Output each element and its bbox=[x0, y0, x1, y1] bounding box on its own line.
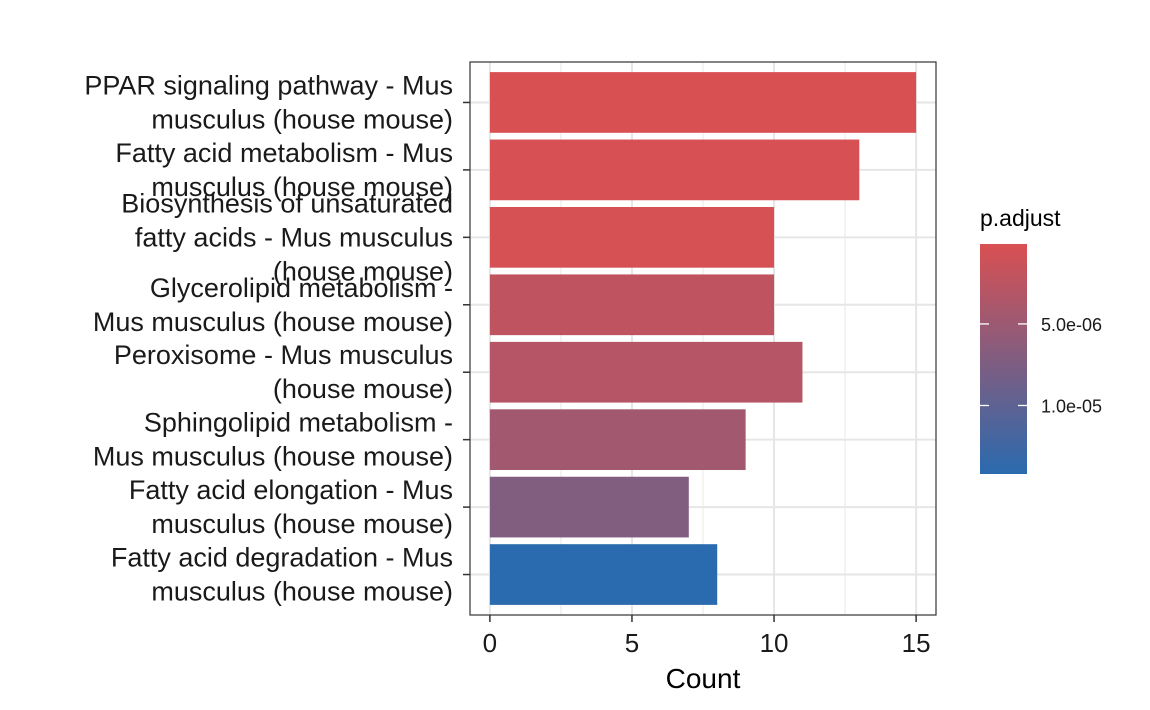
category-label: Fatty acid elongation - Mus musculus (hou… bbox=[129, 475, 453, 539]
category-label: Sphingolipid metabolism -Mus musculus (h… bbox=[93, 408, 453, 472]
x-tick-label: 0 bbox=[483, 628, 497, 658]
bar bbox=[489, 72, 917, 133]
plot-panel-border bbox=[469, 61, 937, 616]
bar bbox=[489, 544, 718, 605]
category-label: Fatty acid degradation - Mus musculus (ho… bbox=[111, 543, 453, 607]
x-axis: 0 5 10 15 bbox=[483, 615, 931, 658]
x-tick-label: 5 bbox=[625, 628, 639, 658]
bar bbox=[489, 476, 689, 538]
y-axis: PPAR signaling pathway - Mus musculus (ho… bbox=[84, 70, 470, 607]
bar bbox=[489, 341, 803, 403]
legend-tick-label: 5.0e-06 bbox=[1041, 315, 1102, 335]
legend-tick-label: 1.0e-05 bbox=[1041, 396, 1102, 416]
legend: p.adjust 5.0e-06 1.0e-05 bbox=[980, 205, 1102, 474]
bar bbox=[489, 274, 775, 336]
x-tick-label: 15 bbox=[902, 628, 931, 658]
category-label: Peroxisome - Mus musculus (house mouse) bbox=[114, 340, 453, 404]
x-tick-label: 10 bbox=[760, 628, 789, 658]
category-label: Glycerolipid metabolism -Mus musculus (h… bbox=[93, 273, 453, 337]
legend-colorbar bbox=[980, 244, 1027, 474]
legend-ticks: 5.0e-06 1.0e-05 bbox=[980, 315, 1102, 416]
bar bbox=[489, 409, 746, 471]
bar bbox=[489, 206, 775, 268]
category-label: PPAR signaling pathway - Mus musculus (ho… bbox=[84, 70, 453, 134]
category-label: Biosynthesis of unsaturated fatty acids -… bbox=[121, 188, 453, 286]
bars-group bbox=[489, 72, 917, 605]
x-axis-title: Count bbox=[666, 663, 741, 694]
category-label: Fatty acid metabolism - Mus musculus (hou… bbox=[115, 138, 453, 202]
bar bbox=[489, 139, 860, 201]
legend-title: p.adjust bbox=[980, 205, 1061, 231]
